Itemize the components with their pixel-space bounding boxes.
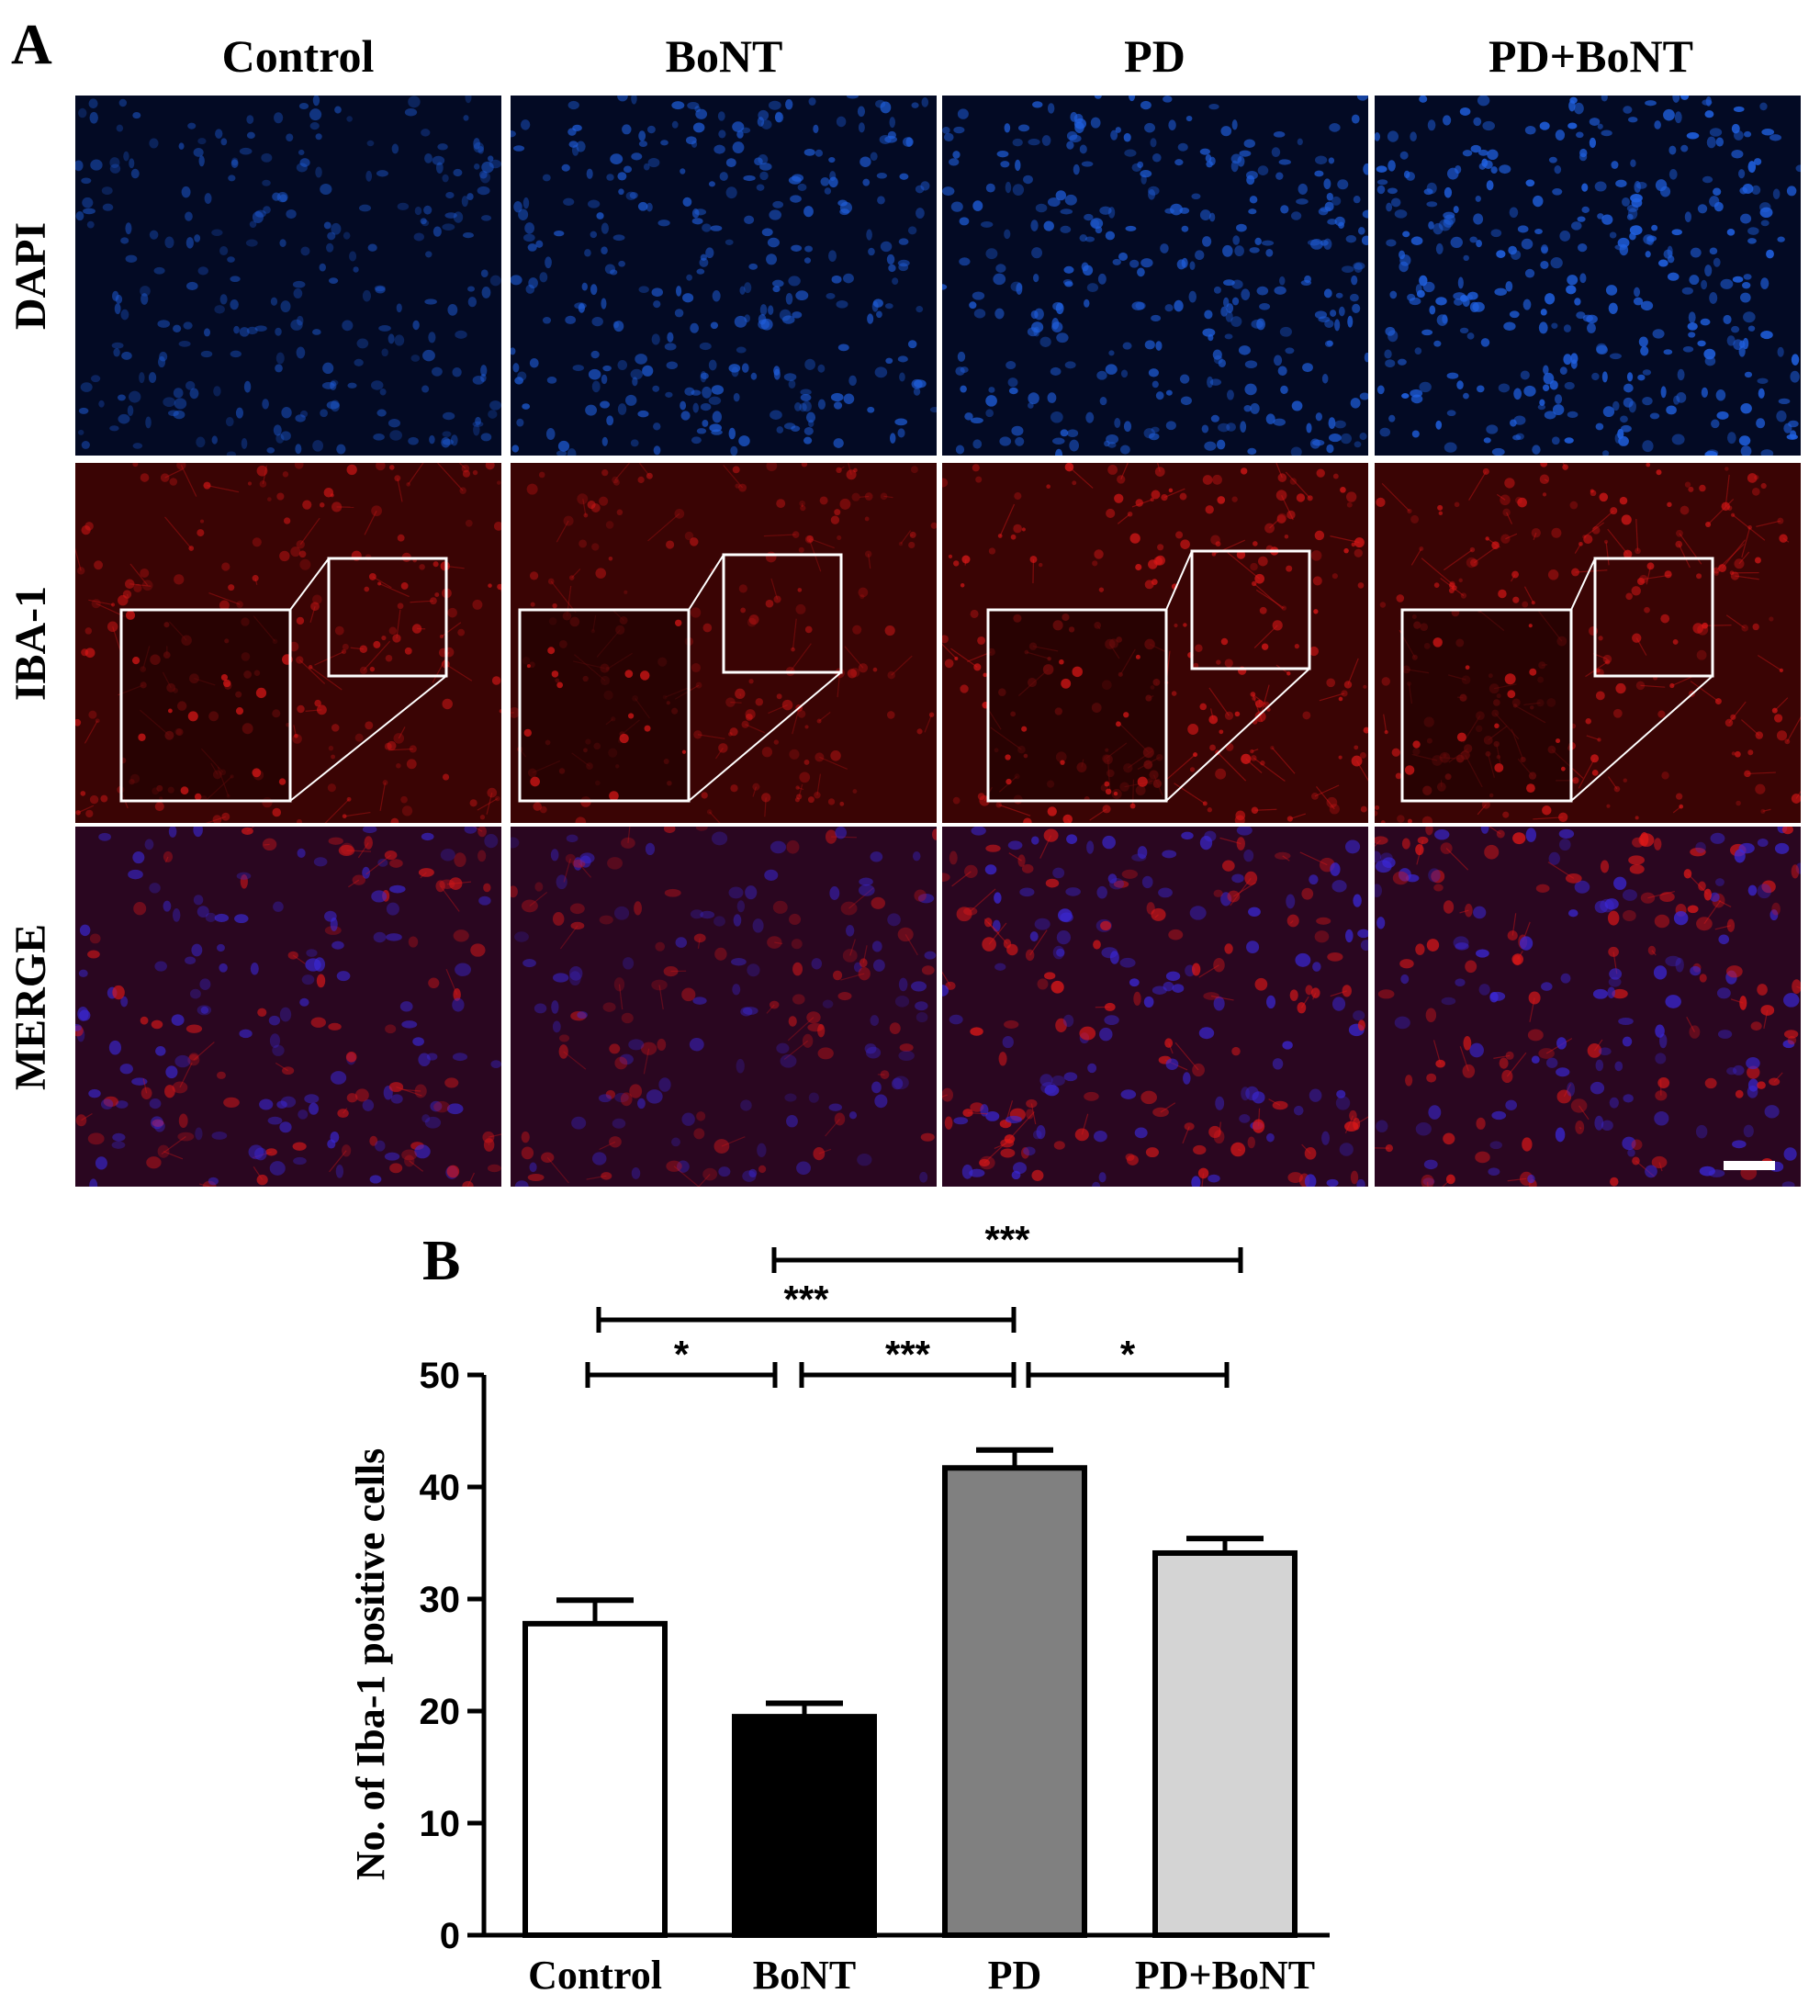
- scale-bar: [1724, 1161, 1775, 1170]
- micrograph-iba1-bont: [511, 463, 937, 823]
- y-tick-label: 30: [420, 1580, 461, 1620]
- significance-bracket: [799, 1362, 1017, 1388]
- y-tick-label: 0: [440, 1916, 460, 1956]
- significance-label: *: [1120, 1333, 1136, 1376]
- y-tick-label: 40: [420, 1468, 461, 1508]
- column-header-pd: PD: [1124, 30, 1185, 82]
- x-category-label: PD+BoNT: [1135, 1953, 1315, 1998]
- micrograph-merge-pd-bont: [1375, 827, 1801, 1187]
- significance-label: ***: [885, 1333, 931, 1376]
- bar-control: [522, 1620, 668, 1938]
- significance-label: *: [674, 1333, 690, 1376]
- row-label-dapi: DAPI: [6, 221, 56, 330]
- bar-pd-bont: [1152, 1549, 1298, 1938]
- micrograph-iba1-pd: [942, 463, 1368, 823]
- micrograph-dapi-control: [75, 96, 501, 456]
- x-category-label: BoNT: [753, 1953, 856, 1998]
- bar-chart: 0 10 20 30 40 50 No. of Iba-1 positive cells Co…: [348, 1218, 1330, 1998]
- y-tick-label: 50: [420, 1356, 461, 1396]
- bar-pd: [942, 1465, 1087, 1938]
- panel-b-letter: B: [422, 1230, 461, 1292]
- y-tick-label: 20: [420, 1692, 461, 1732]
- micrograph-iba1-pd-bont: [1375, 463, 1801, 823]
- y-tick-label: 10: [420, 1804, 461, 1844]
- row-label-iba1: IBA-1: [6, 585, 56, 701]
- x-category-label: PD: [988, 1953, 1042, 1998]
- micrograph-merge-control: [75, 827, 501, 1187]
- micrograph-dapi-pd-bont: [1375, 96, 1801, 456]
- panel-a-letter: A: [11, 14, 52, 76]
- significance-bracket: [596, 1307, 1017, 1333]
- significance-bracket: [771, 1247, 1243, 1273]
- significance-label: ***: [984, 1218, 1030, 1261]
- column-header-pd-bont: PD+BoNT: [1489, 30, 1693, 82]
- significance-bracket: [585, 1362, 778, 1388]
- column-header-bont: BoNT: [665, 30, 783, 82]
- x-category-label: Control: [528, 1953, 662, 1998]
- y-axis-title: No. of Iba-1 positive cells: [348, 1448, 393, 1881]
- significance-bracket: [1026, 1362, 1230, 1388]
- micrograph-dapi-pd: [942, 96, 1368, 456]
- micrograph-merge-pd: [942, 827, 1368, 1187]
- column-header-control: Control: [221, 30, 375, 82]
- significance-label: ***: [783, 1278, 829, 1321]
- micrograph-dapi-bont: [511, 96, 937, 456]
- row-label-merge: MERGE: [6, 923, 56, 1090]
- micrograph-iba1-control: [75, 463, 501, 823]
- bar-bont: [732, 1714, 877, 1938]
- micrograph-merge-bont: [511, 827, 937, 1187]
